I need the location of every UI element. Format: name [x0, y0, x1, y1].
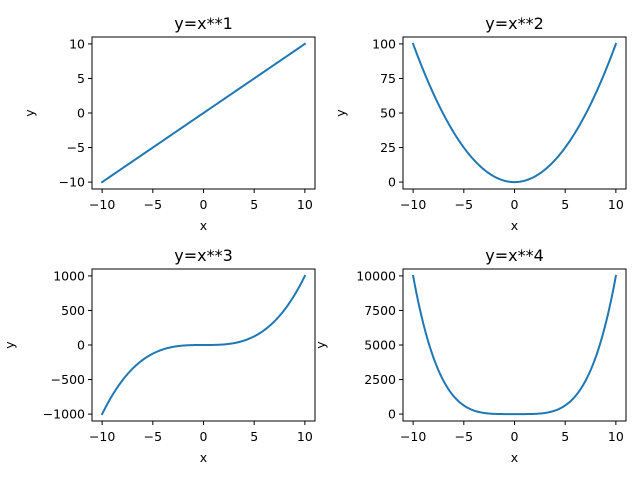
- y-tick-label: 10000: [356, 268, 396, 283]
- x-tick-label: 5: [561, 197, 569, 212]
- y-axis-label: y: [22, 109, 37, 117]
- y-tick-label: −5: [67, 140, 85, 155]
- y-tick-label: 7500: [364, 303, 396, 318]
- x-tick-label: 10: [297, 197, 313, 212]
- x-axis-label: x: [200, 218, 207, 233]
- x-tick-label: 5: [250, 197, 258, 212]
- y-tick-label: 0: [388, 407, 396, 422]
- x-tick-label: 0: [511, 197, 519, 212]
- subplot-4: −10 −5 0 5 10 0 2500 5000 7500 10000 y=x**4 x y: [313, 246, 627, 465]
- y-tick-label: 5: [77, 71, 85, 86]
- x-tick-label: 10: [608, 197, 624, 212]
- x-tick-label: −5: [455, 197, 473, 212]
- x-tick-label: −5: [455, 429, 473, 444]
- y-tick-label: 5000: [364, 338, 396, 353]
- y-tick-label: 50: [380, 106, 396, 121]
- chart-title: y=x**4: [485, 246, 544, 265]
- x-tick-label: 5: [250, 429, 258, 444]
- x-tick-label: −10: [89, 429, 115, 444]
- series-line: [411, 42, 618, 184]
- y-tick-label: 100: [372, 36, 396, 51]
- y-tick-label: 2500: [364, 372, 396, 387]
- y-axis-label: y: [313, 341, 328, 349]
- axes-frame: [402, 36, 627, 190]
- y-tick-label: −1000: [43, 407, 85, 422]
- y-tick-label: 75: [380, 71, 396, 86]
- x-tick-label: 10: [608, 429, 624, 444]
- series-line: [100, 42, 307, 184]
- x-tick-label: −5: [144, 429, 162, 444]
- x-tick-label: 10: [297, 429, 313, 444]
- x-tick-label: 0: [200, 197, 208, 212]
- x-tick-label: 0: [200, 429, 208, 444]
- y-axis-label: y: [333, 109, 348, 117]
- series-line: [100, 274, 307, 416]
- y-tick-label: 1000: [53, 268, 85, 283]
- y-tick-label: 25: [380, 140, 396, 155]
- x-tick-label: 0: [511, 429, 519, 444]
- x-axis-label: x: [200, 450, 207, 465]
- x-tick-label: 5: [561, 429, 569, 444]
- chart-title: y=x**2: [485, 14, 544, 33]
- y-tick-label: −10: [59, 175, 85, 190]
- y-tick-label: 500: [61, 303, 85, 318]
- y-tick-label: 0: [77, 106, 85, 121]
- y-tick-label: 10: [69, 36, 85, 51]
- y-tick-label: −500: [51, 372, 85, 387]
- x-tick-label: −10: [89, 197, 115, 212]
- x-tick-label: −5: [144, 197, 162, 212]
- subplot-3: −10 −5 0 5 10 −1000 −500 0 500 1000 y=x**3 x y: [2, 246, 316, 465]
- series-line: [411, 274, 618, 416]
- y-axis-label: y: [2, 341, 17, 349]
- y-tick-label: 0: [77, 338, 85, 353]
- subplot-1: −10 −5 0 5 10 −10 −5 0 5 10 y=x**1 x y: [22, 14, 316, 233]
- y-tick-label: 0: [388, 175, 396, 190]
- chart-title: y=x**3: [174, 246, 233, 265]
- x-axis-label: x: [511, 218, 518, 233]
- x-axis-label: x: [511, 450, 518, 465]
- x-tick-label: −10: [400, 197, 426, 212]
- x-tick-label: −10: [400, 429, 426, 444]
- chart-title: y=x**1: [174, 14, 233, 33]
- axes-frame: [402, 268, 627, 422]
